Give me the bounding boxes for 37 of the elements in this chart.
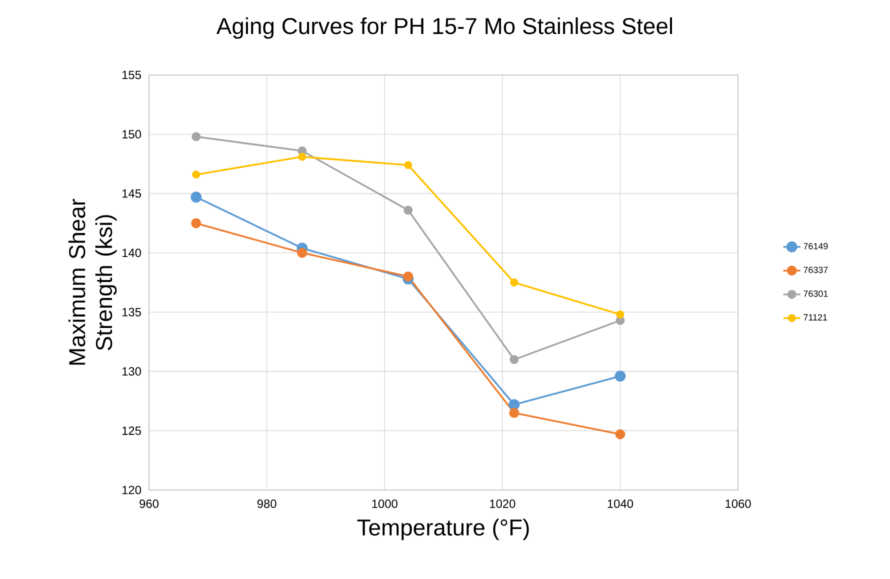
point <box>509 408 520 418</box>
y-tick-label: 125 <box>122 426 141 435</box>
point <box>510 355 519 364</box>
legend-label: 76337 <box>804 266 828 274</box>
point <box>616 310 624 318</box>
x-tick-label: 960 <box>140 500 159 508</box>
x-tick-label: 1020 <box>490 500 516 508</box>
x-tick-label: 1060 <box>726 500 751 508</box>
point <box>508 399 520 410</box>
point <box>298 152 306 161</box>
point <box>297 248 308 258</box>
y-tick-label: 135 <box>122 308 141 316</box>
y-tick-label: 155 <box>122 70 141 80</box>
point <box>404 161 412 170</box>
x-axis-title: Temperature (°F) <box>357 518 529 540</box>
x-tick-label: 1000 <box>372 500 398 508</box>
point <box>192 170 200 179</box>
point <box>191 218 202 228</box>
x-tick-label: 980 <box>257 500 276 508</box>
point <box>614 370 626 382</box>
point <box>615 429 626 440</box>
point <box>510 278 518 286</box>
chart-title: Aging Curves for PH 15-7 Mo Stainless Steel <box>216 17 672 39</box>
legend-label: 76149 <box>804 242 828 250</box>
point <box>404 206 413 215</box>
x-tick-label: 1040 <box>608 500 634 508</box>
y-tick-label: 145 <box>122 189 141 198</box>
legend-label: 76301 <box>804 290 828 297</box>
y-tick-label: 130 <box>122 367 142 376</box>
y-tick-label: 150 <box>122 130 142 138</box>
legend-label: 71121 <box>804 314 828 320</box>
y-axis-title: Maximum Shear Strength (ksi) <box>68 198 117 365</box>
point <box>190 192 202 203</box>
y-tick-label: 140 <box>122 248 142 258</box>
point <box>192 132 201 142</box>
y-tick-label: 120 <box>122 486 142 494</box>
point <box>403 272 414 282</box>
